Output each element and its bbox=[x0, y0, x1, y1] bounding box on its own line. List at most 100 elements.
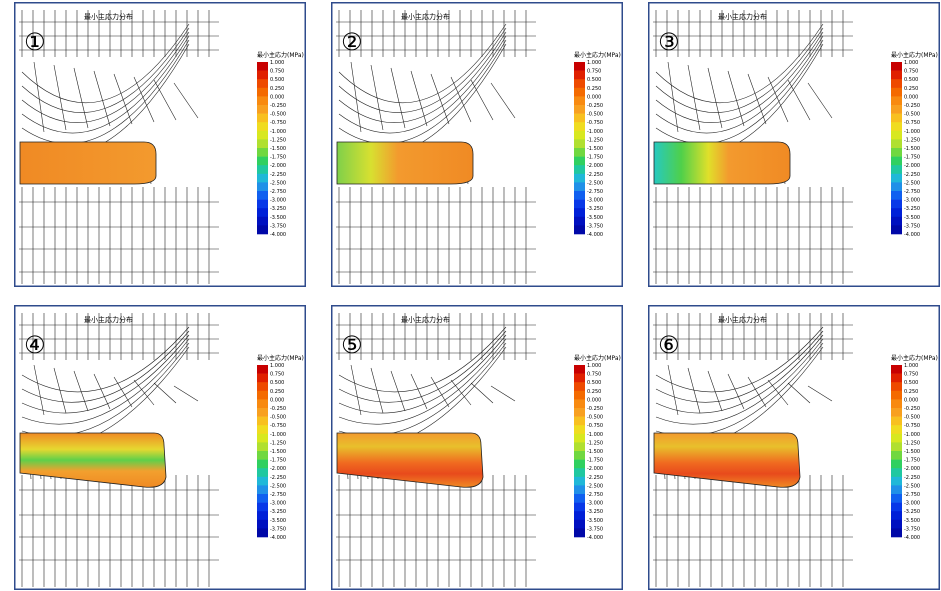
colorbar-label: 0.500 bbox=[270, 77, 284, 83]
colorbar-band bbox=[574, 433, 585, 443]
colorbar-label: -1.000 bbox=[587, 129, 603, 135]
colorbar-label: -2.750 bbox=[904, 492, 920, 498]
colorbar-band bbox=[891, 165, 902, 175]
colorbar-label: -3.000 bbox=[270, 501, 286, 507]
mesh-line bbox=[73, 67, 89, 129]
colorbar-band bbox=[574, 390, 585, 400]
colorbar-label: -2.750 bbox=[587, 189, 603, 195]
mesh-line bbox=[727, 70, 745, 127]
colorbar-label: -2.750 bbox=[587, 492, 603, 498]
colorbar-label: -4.000 bbox=[270, 232, 286, 238]
mesh-line bbox=[338, 334, 507, 414]
colorbar-label: -4.000 bbox=[904, 535, 920, 541]
colorbar-band bbox=[257, 528, 268, 538]
colorbar-label: -0.250 bbox=[270, 406, 286, 412]
mesh-line bbox=[450, 379, 472, 406]
colorbar-band bbox=[257, 494, 268, 503]
mesh-line bbox=[133, 379, 155, 406]
colorbar-band bbox=[574, 96, 585, 106]
colorbar-label: -3.500 bbox=[587, 518, 603, 524]
colorbar-band bbox=[574, 156, 585, 166]
colorbar-label: 1.000 bbox=[904, 363, 918, 369]
colorbar-label: -0.750 bbox=[587, 423, 603, 429]
mesh-line bbox=[787, 79, 811, 121]
colorbar-label: -3.750 bbox=[904, 223, 920, 229]
mesh-line bbox=[807, 82, 833, 119]
colorbar-band bbox=[891, 173, 902, 183]
colorbar-label: 0.250 bbox=[270, 86, 284, 92]
colorbar-band bbox=[574, 425, 585, 435]
colorbar-band bbox=[257, 408, 268, 417]
colorbar-label: -3.500 bbox=[270, 215, 286, 221]
colorbar-band bbox=[257, 468, 268, 478]
colorbar-label: -2.250 bbox=[587, 172, 603, 178]
colorbar-band bbox=[891, 494, 902, 503]
colorbar-label: -1.000 bbox=[904, 129, 920, 135]
mesh-line bbox=[21, 35, 190, 134]
mesh-line bbox=[338, 31, 507, 123]
colorbar-band bbox=[574, 122, 585, 132]
colorbar-band bbox=[891, 208, 902, 218]
mesh-line bbox=[21, 330, 190, 403]
colorbar-band bbox=[257, 425, 268, 435]
colorbar-band bbox=[257, 459, 268, 469]
colorbar-title: 最小主応力(MPa) bbox=[257, 51, 304, 59]
colorbar-label: -3.500 bbox=[904, 215, 920, 221]
colorbar-band bbox=[257, 122, 268, 132]
mesh-line bbox=[655, 35, 824, 134]
colorbar-band bbox=[574, 494, 585, 503]
colorbar-label: -1.500 bbox=[587, 449, 603, 455]
colorbar-label: 0.250 bbox=[270, 389, 284, 395]
colorbar-band bbox=[257, 519, 268, 529]
mesh-line bbox=[93, 373, 111, 410]
colorbar-label: -3.250 bbox=[587, 206, 603, 212]
colorbar-label: -3.000 bbox=[270, 198, 286, 204]
mesh-line bbox=[707, 370, 723, 412]
colorbar-band bbox=[891, 182, 902, 192]
colorbar-band bbox=[891, 511, 902, 521]
colorbar-label: 1.000 bbox=[587, 363, 601, 369]
colorbar-band bbox=[257, 451, 268, 460]
colorbar-band bbox=[574, 70, 585, 80]
colorbar-band bbox=[891, 528, 902, 538]
mesh-line bbox=[153, 79, 177, 121]
workpiece bbox=[19, 141, 157, 185]
colorbar-band bbox=[574, 468, 585, 478]
colorbar-band bbox=[257, 433, 268, 443]
mesh-line bbox=[53, 64, 67, 131]
colorbar-label: 0.750 bbox=[587, 372, 601, 378]
colorbar-band bbox=[891, 390, 902, 400]
colorbar-band bbox=[257, 511, 268, 521]
colorbar-label: -2.000 bbox=[270, 163, 286, 169]
colorbar-band bbox=[257, 225, 268, 235]
colorbar-label: 0.750 bbox=[904, 372, 918, 378]
colorbar-band bbox=[257, 182, 268, 192]
colorbar-band bbox=[257, 365, 268, 374]
colorbar-band bbox=[891, 425, 902, 435]
mesh-line bbox=[470, 79, 494, 121]
colorbar-band bbox=[891, 476, 902, 486]
mesh-line bbox=[655, 330, 824, 403]
colorbar-label: 0.000 bbox=[587, 397, 601, 403]
colorbar-label: 0.250 bbox=[904, 389, 918, 395]
colorbar-band bbox=[891, 519, 902, 529]
colorbar-title: 最小主応力(MPa) bbox=[891, 51, 938, 59]
mesh-line bbox=[53, 367, 67, 414]
colorbar-label: 0.500 bbox=[587, 77, 601, 83]
colorbar-label: -0.500 bbox=[270, 112, 286, 118]
colorbar-band bbox=[891, 485, 902, 495]
colorbar-label: -2.750 bbox=[270, 189, 286, 195]
colorbar-label: -2.250 bbox=[587, 475, 603, 481]
colorbar-label: 0.750 bbox=[904, 69, 918, 75]
colorbar-label: 0.000 bbox=[904, 397, 918, 403]
workpiece bbox=[336, 432, 484, 488]
colorbar-label: -0.750 bbox=[270, 120, 286, 126]
mesh-line bbox=[338, 35, 507, 134]
panel-title: 最小主応力分布 bbox=[84, 315, 133, 324]
colorbar-label: -1.500 bbox=[587, 146, 603, 152]
colorbar-label: 0.500 bbox=[587, 380, 601, 386]
colorbar-label: 0.250 bbox=[587, 86, 601, 92]
colorbar-label: -2.500 bbox=[270, 483, 286, 489]
